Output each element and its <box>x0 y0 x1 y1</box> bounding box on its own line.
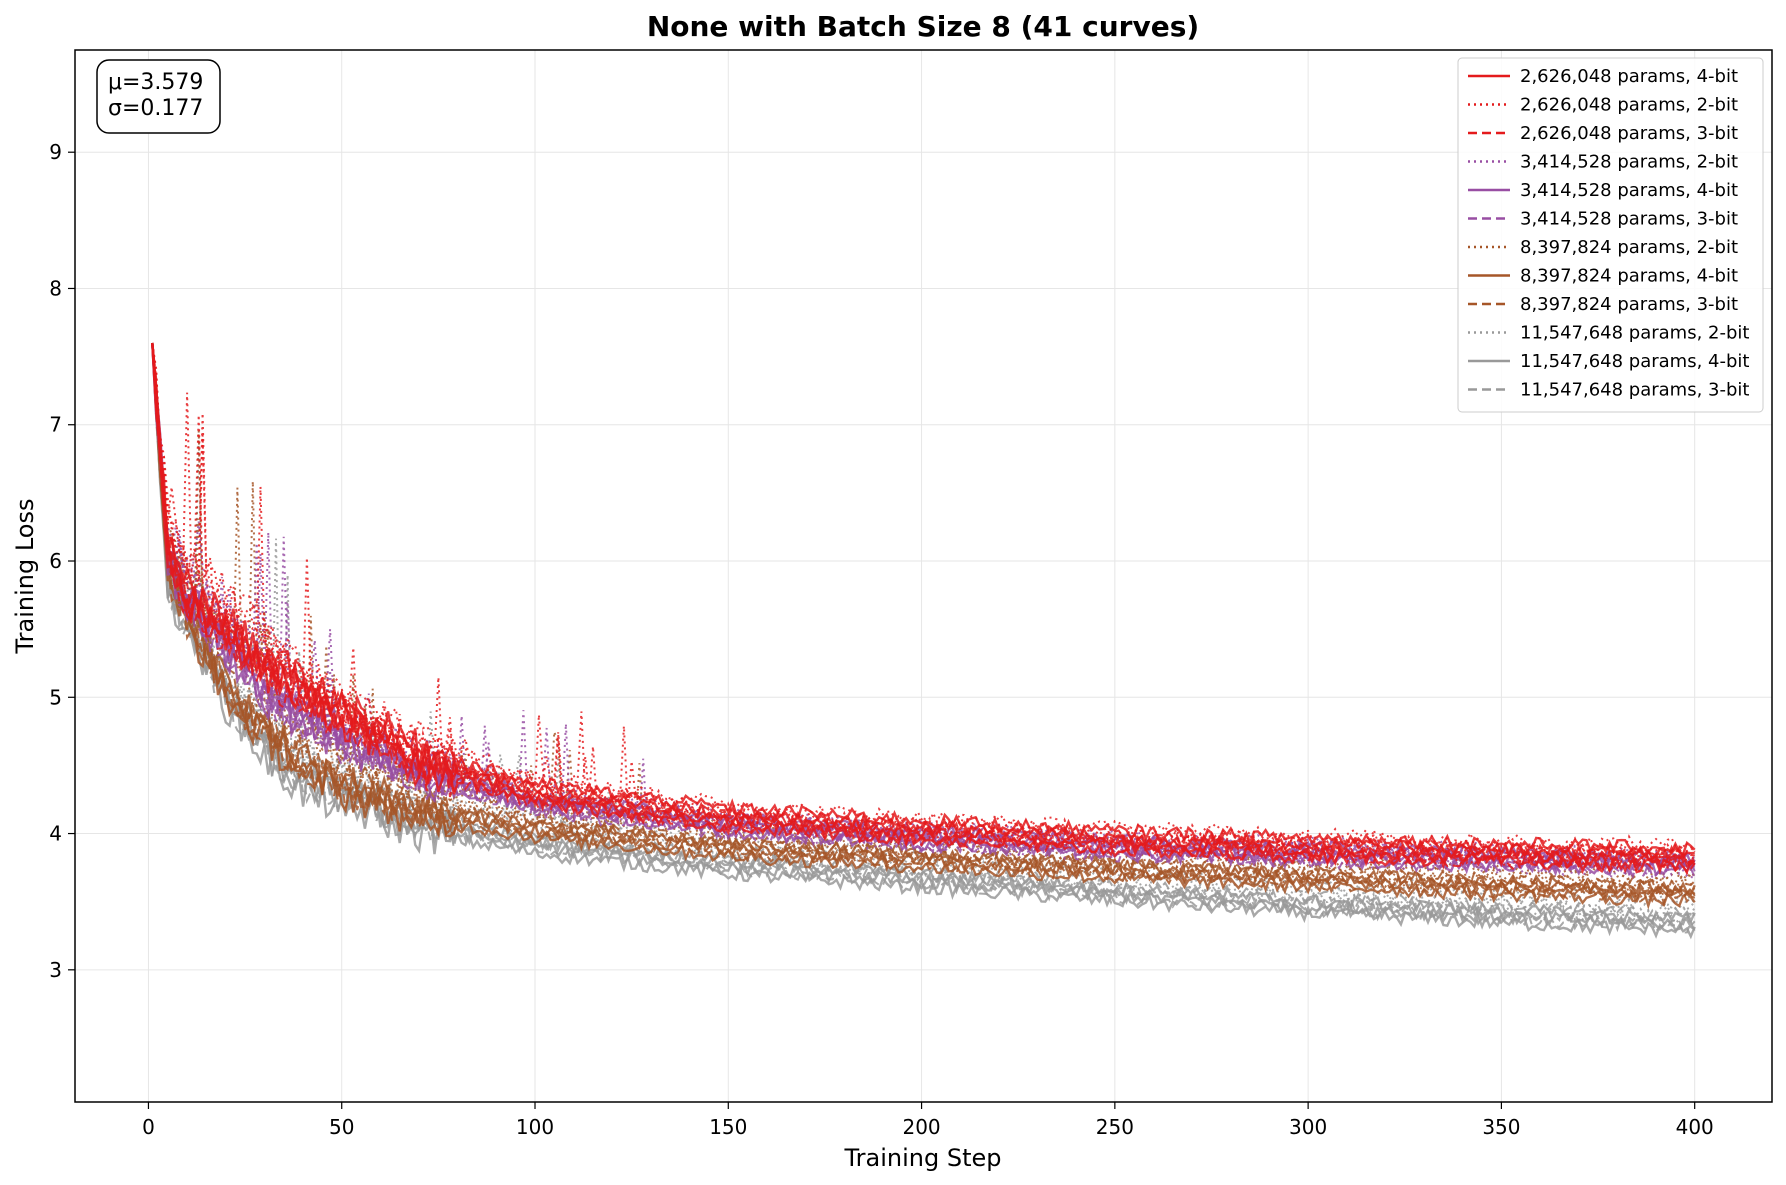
series-line <box>151 342 1696 934</box>
stats-mean: μ=3.579 <box>108 70 203 95</box>
legend-entry: 3,414,528 params, 4-bit <box>1520 180 1738 201</box>
legend-entry: 8,397,824 params, 4-bit <box>1520 266 1738 287</box>
legend-entry: 3,414,528 params, 2-bit <box>1520 152 1738 173</box>
legend-entry: 11,547,648 params, 2-bit <box>1520 323 1749 344</box>
series-line <box>151 342 1696 857</box>
legend-frame <box>1457 57 1764 413</box>
legend-entry: 11,547,648 params, 4-bit <box>1520 351 1749 372</box>
legend-entry: 2,626,048 params, 2-bit <box>1520 95 1738 116</box>
legend-entry: 11,547,648 params, 3-bit <box>1520 380 1749 401</box>
series-line <box>151 342 1696 900</box>
y-tick-label: 6 <box>49 549 62 573</box>
legend-entry: 2,626,048 params, 4-bit <box>1520 66 1738 87</box>
x-tick-label: 400 <box>1676 1115 1714 1139</box>
y-axis-label: Training Loss <box>11 499 39 655</box>
legend-entry: 8,397,824 params, 2-bit <box>1520 237 1738 258</box>
y-tick-label: 8 <box>49 276 62 300</box>
legend-entry: 8,397,824 params, 3-bit <box>1520 294 1738 315</box>
stats-box-frame <box>96 59 221 134</box>
y-tick-label: 3 <box>49 958 62 982</box>
legend-entry: 3,414,528 params, 3-bit <box>1520 209 1738 230</box>
y-tick-label: 9 <box>49 140 62 164</box>
series-line <box>151 342 1696 894</box>
curve-group <box>151 342 1696 940</box>
series-line <box>151 342 1696 929</box>
series-line <box>151 342 1695 865</box>
legend-entry: 2,626,048 params, 3-bit <box>1520 123 1738 144</box>
x-axis-label: Training Step <box>844 1144 1002 1172</box>
series-line <box>151 342 1696 869</box>
series-line <box>151 342 1696 865</box>
series-line <box>151 342 1695 866</box>
x-tick-label: 200 <box>902 1115 940 1139</box>
axes-frame <box>74 49 1773 1103</box>
series-line <box>151 342 1696 880</box>
series-line <box>151 342 1696 853</box>
stats-box: μ=3.579 σ=0.177 <box>96 59 221 134</box>
series-line <box>151 342 1696 894</box>
y-axis-ticks: 3 4 5 6 7 8 9 <box>49 140 75 982</box>
series-line <box>151 342 1696 902</box>
series-line <box>151 342 1696 868</box>
x-tick-label: 250 <box>1096 1115 1134 1139</box>
stats-sigma: σ=0.177 <box>108 96 203 121</box>
series-line <box>151 342 1696 907</box>
series-line <box>151 342 1695 870</box>
y-tick-label: 4 <box>49 822 62 846</box>
series-line <box>151 342 1696 876</box>
series-line <box>151 342 1696 919</box>
x-tick-label: 0 <box>142 1115 155 1139</box>
x-tick-label: 300 <box>1289 1115 1327 1139</box>
y-tick-label: 7 <box>49 413 62 437</box>
x-tick-label: 50 <box>329 1115 354 1139</box>
x-tick-label: 150 <box>709 1115 747 1139</box>
x-axis-ticks: 0 50 100 150 200 250 300 350 400 <box>142 1102 1714 1139</box>
legend: 2,626,048 params, 4-bit 2,626,048 params,… <box>1457 57 1764 413</box>
x-tick-label: 100 <box>516 1115 554 1139</box>
x-tick-label: 350 <box>1482 1115 1520 1139</box>
chart-title: None with Batch Size 8 (41 curves) <box>647 10 1199 43</box>
y-tick-label: 5 <box>49 685 62 709</box>
